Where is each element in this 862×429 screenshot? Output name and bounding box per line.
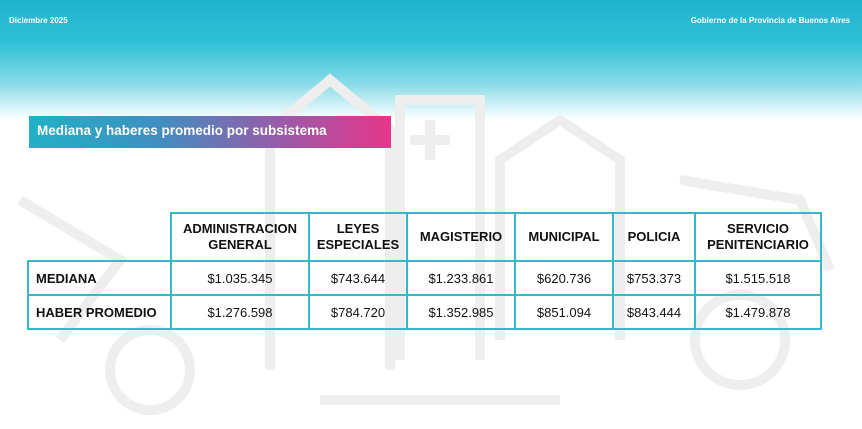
- table-header-row: ADMINISTRACION GENERAL LEYES ESPECIALES MA…: [28, 212, 822, 262]
- table-corner-cell: [28, 213, 172, 262]
- table-cell: $1.276.598: [170, 294, 310, 330]
- column-header-leyes-especiales: LEYES ESPECIALES: [308, 212, 408, 262]
- table-cell: $1.352.985: [406, 294, 516, 330]
- table-cell: $620.736: [514, 260, 614, 296]
- table-cell: $1.479.878: [694, 294, 822, 330]
- header-date: Diciembre 2025: [9, 16, 68, 25]
- table-cell: $784.720: [308, 294, 408, 330]
- section-title: Mediana y haberes promedio por subsistem…: [29, 116, 391, 148]
- column-header-municipal: MUNICIPAL: [514, 212, 614, 262]
- column-header-administracion-general: ADMINISTRACION GENERAL: [170, 212, 310, 262]
- table-cell: $843.444: [612, 294, 696, 330]
- table-cell: $1.515.518: [694, 260, 822, 296]
- salary-table: ADMINISTRACION GENERAL LEYES ESPECIALES MA…: [27, 212, 822, 330]
- column-header-policia: POLICIA: [612, 212, 696, 262]
- table-cell: $1.035.345: [170, 260, 310, 296]
- row-label-mediana: MEDIANA: [27, 260, 172, 296]
- column-header-magisterio: MAGISTERIO: [406, 212, 516, 262]
- table-row: MEDIANA $1.035.345 $743.644 $1.233.861 $…: [27, 260, 822, 296]
- header-organization: Gobierno de la Provincia de Buenos Aires: [690, 16, 850, 25]
- table-row: HABER PROMEDIO $1.276.598 $784.720 $1.35…: [27, 294, 822, 330]
- table-cell: $753.373: [612, 260, 696, 296]
- table-cell: $743.644: [308, 260, 408, 296]
- table-cell: $1.233.861: [406, 260, 516, 296]
- row-label-haber-promedio: HABER PROMEDIO: [27, 294, 172, 330]
- column-header-servicio-penitenciario: SERVICIO PENITENCIARIO: [694, 212, 822, 262]
- table-cell: $851.094: [514, 294, 614, 330]
